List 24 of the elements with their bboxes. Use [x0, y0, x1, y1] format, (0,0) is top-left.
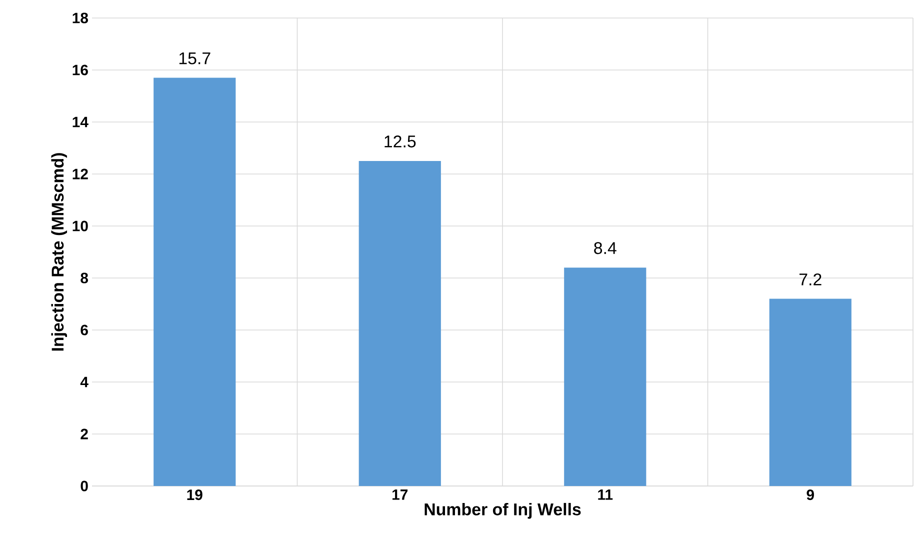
y-axis-title: Injection Rate (MMscmd)	[51, 153, 68, 351]
data-label: 7.2	[799, 273, 822, 286]
x-tick-label: 19	[187, 490, 202, 500]
data-label: 12.5	[384, 135, 416, 148]
bar	[154, 78, 236, 486]
y-tick-label: 10	[72, 220, 88, 232]
y-tick-label: 6	[80, 324, 88, 336]
y-tick-label: 12	[72, 168, 88, 180]
bar	[769, 298, 852, 486]
y-tick-label: 2	[80, 428, 88, 440]
y-tick-label: 0	[80, 480, 88, 492]
y-tick-label: 18	[72, 12, 88, 24]
x-tick-label: 9	[806, 490, 814, 500]
bar	[358, 160, 441, 486]
data-label: 8.4	[594, 242, 616, 254]
data-label: 15.7	[179, 52, 210, 64]
y-tick-label: 14	[72, 116, 88, 128]
x-tick-label: 17	[392, 490, 408, 500]
x-tick-label: 11	[598, 490, 613, 500]
y-tick-label: 16	[72, 64, 88, 76]
y-tick-label: 8	[80, 272, 88, 284]
bar	[564, 268, 646, 486]
x-axis-title: Number of Inj Wells	[424, 502, 581, 519]
y-tick-label: 4	[80, 376, 88, 388]
